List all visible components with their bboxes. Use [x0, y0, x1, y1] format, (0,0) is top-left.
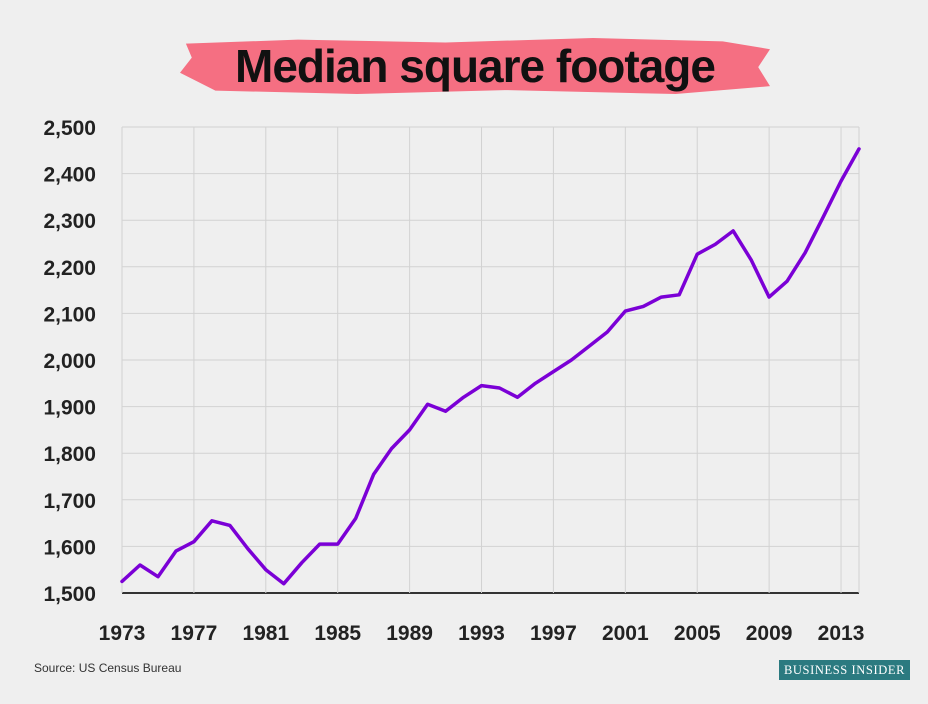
- title-highlight: [180, 38, 770, 94]
- y-tick-label: 1,800: [43, 443, 96, 466]
- y-tick-label: 1,900: [43, 397, 96, 420]
- series-line: [120, 147, 861, 586]
- series-group: [120, 147, 861, 586]
- x-tick-label: 1997: [530, 622, 577, 645]
- y-tick-label: 2,200: [43, 257, 96, 280]
- y-tick-label: 2,500: [43, 117, 96, 140]
- y-tick-label: 2,100: [43, 303, 96, 326]
- y-tick-label: 2,000: [43, 350, 96, 373]
- y-tick-label: 2,300: [43, 210, 96, 233]
- x-tick-label: 1977: [171, 622, 218, 645]
- x-tick-label: 1993: [458, 622, 505, 645]
- y-tick-label: 1,700: [43, 490, 96, 513]
- x-tick-label: 2013: [818, 622, 865, 645]
- x-tick-label: 2005: [674, 622, 721, 645]
- x-tick-label: 1973: [99, 622, 146, 645]
- x-tick-label: 1989: [386, 622, 433, 645]
- x-tick-label: 1981: [242, 622, 289, 645]
- y-tick-label: 1,600: [43, 536, 96, 559]
- y-tick-label: 1,500: [43, 583, 96, 606]
- x-tick-label: 2001: [602, 622, 649, 645]
- x-tick-label: 2009: [746, 622, 793, 645]
- x-axis-ticks: 1973 1977 1981 1985 1989 1993 1997 2001 2005 2009…: [99, 622, 865, 645]
- y-tick-label: 2,400: [43, 164, 96, 187]
- grid-lines: [121, 126, 860, 594]
- title-banner: Median square footage: [180, 34, 770, 96]
- business-insider-logo: BUSINESS INSIDER: [779, 660, 910, 680]
- x-tick-label: 1985: [314, 622, 361, 645]
- source-note: Source: US Census Bureau: [34, 661, 182, 675]
- y-axis-ticks: 1,500 1,600 1,700 1,800 1,900 2,000 2,100 2,200…: [43, 117, 96, 606]
- chart-title: Median square footage: [235, 40, 716, 92]
